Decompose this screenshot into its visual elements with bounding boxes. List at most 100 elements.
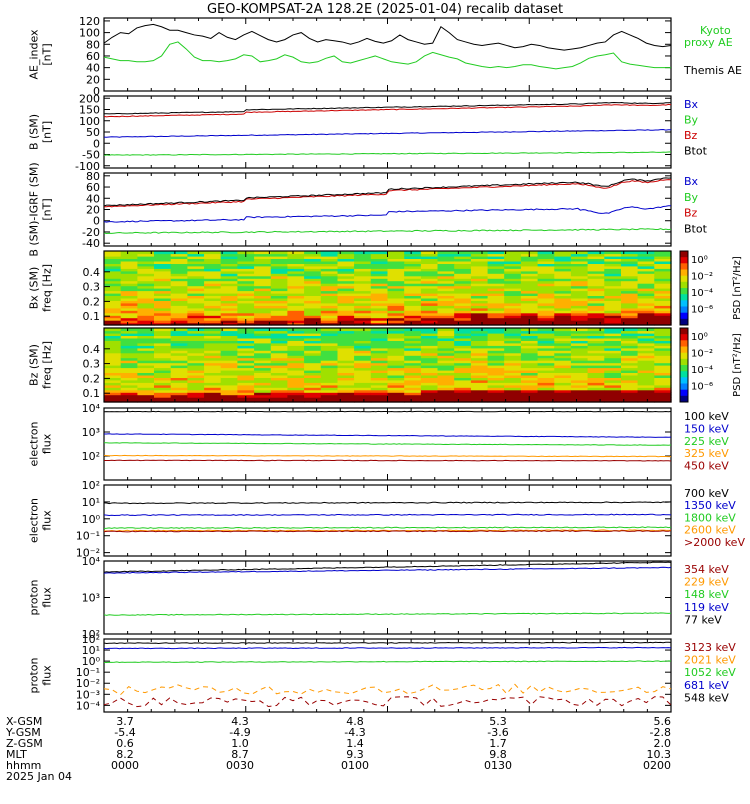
x-axis-tick-label: 0130 xyxy=(484,759,512,772)
colorbar-band xyxy=(680,396,688,403)
x-axis-tick-label: 0030 xyxy=(226,759,254,772)
series-line xyxy=(104,24,671,50)
legend-entry: 119 keV xyxy=(684,601,729,614)
legend-entry: 325 keV xyxy=(684,447,729,460)
legend-entry: 1052 keV xyxy=(684,666,736,679)
y-axis-label: proton xyxy=(28,579,41,615)
colorbar-band xyxy=(680,307,688,314)
colorbar-band xyxy=(680,300,688,307)
legend-entry: 1800 keV xyxy=(684,511,736,524)
colorbar-band xyxy=(680,263,688,270)
legend-entry: 548 keV xyxy=(684,691,729,704)
legend-entry: 148 keV xyxy=(684,588,729,601)
y-axis-label: freq [Hz] xyxy=(41,264,54,312)
colorbar-band xyxy=(680,276,688,283)
y-tick-label: 0.3 xyxy=(83,358,101,371)
colorbar-band xyxy=(680,288,688,295)
panel-frame xyxy=(104,18,671,91)
colorbar-band xyxy=(680,334,688,341)
legend-entry: Btot xyxy=(684,145,708,158)
series-line xyxy=(104,104,671,117)
y-tick-label: 10⁰ xyxy=(82,513,101,526)
y-axis-label: B (SM)-IGRF (SM) xyxy=(28,162,41,256)
series-line xyxy=(104,455,671,456)
colorbar-band xyxy=(680,377,688,384)
legend-entry: Btot xyxy=(684,222,708,235)
legend-entry: By xyxy=(684,191,699,204)
legend-entry: 681 keV xyxy=(684,679,729,692)
series-line xyxy=(104,152,671,156)
series-line xyxy=(104,514,671,515)
legend-entry: 77 keV xyxy=(684,613,722,626)
y-tick-label: -50 xyxy=(82,149,100,162)
y-tick-label: 20 xyxy=(86,204,100,217)
y-tick-label: 0.4 xyxy=(83,343,101,356)
colorbar-band xyxy=(680,313,688,320)
colorbar-tick-label: 10⁰ xyxy=(691,332,708,343)
y-tick-label: 0 xyxy=(93,215,100,228)
colorbar-label: PSD [nT²/Hz] xyxy=(732,256,743,320)
legend-entry: 100 keV xyxy=(684,410,729,423)
colorbar-band xyxy=(680,294,688,301)
y-tick-label: 10⁻² xyxy=(76,677,100,690)
y-axis-label: flux xyxy=(41,665,54,686)
series-line xyxy=(104,229,671,234)
y-tick-label: 10⁰ xyxy=(82,655,101,668)
y-tick-label: 10³ xyxy=(82,426,100,439)
y-tick-label: 0.1 xyxy=(83,310,101,323)
y-tick-label: 40 xyxy=(86,192,100,205)
series-line xyxy=(104,527,671,529)
legend-entry: 354 keV xyxy=(684,563,729,576)
colorbar-band xyxy=(680,251,688,258)
y-tick-label: 0.1 xyxy=(83,387,101,400)
y-tick-label: 0.4 xyxy=(83,266,101,279)
y-axis-label: B (SM) xyxy=(28,114,41,150)
x-axis-tick-label: 0100 xyxy=(341,759,369,772)
colorbar-tick-label: 10⁻⁴ xyxy=(691,288,713,299)
series-line xyxy=(104,443,671,446)
y-axis-label: electron xyxy=(28,498,41,543)
y-axis-label: flux xyxy=(41,433,54,454)
colorbar-band xyxy=(680,365,688,372)
colorbar-tick-label: 10⁻⁴ xyxy=(691,365,713,376)
y-axis-label: AE_index xyxy=(28,29,41,80)
series-line xyxy=(104,647,671,648)
y-axis-label: [nT] xyxy=(41,43,54,65)
y-tick-label: 200 xyxy=(79,92,100,105)
y-axis-label: Bx (SM) xyxy=(28,267,41,310)
series-line xyxy=(104,206,671,222)
y-tick-label: 150 xyxy=(79,104,100,117)
y-axis-label: proton xyxy=(28,657,41,693)
y-tick-label: 0.2 xyxy=(83,372,101,385)
series-line xyxy=(104,661,671,663)
y-tick-label: 10⁴ xyxy=(82,402,101,415)
series-line xyxy=(104,502,671,504)
y-tick-label: 100 xyxy=(79,27,100,40)
colorbar-band xyxy=(680,282,688,289)
panel-frame xyxy=(104,485,671,556)
colorbar-band xyxy=(680,359,688,366)
y-tick-label: 10⁻³ xyxy=(76,688,100,701)
legend-entry: 2600 keV xyxy=(684,524,736,537)
y-axis-label: flux xyxy=(41,587,54,608)
series-line xyxy=(104,684,671,694)
series-line xyxy=(104,130,671,138)
legend-entry: Themis AE xyxy=(683,64,742,77)
y-tick-label: -40 xyxy=(82,237,100,250)
y-tick-label: 60 xyxy=(86,50,100,63)
colorbar-label: PSD [nT²/Hz] xyxy=(732,333,743,397)
y-axis-label: [nT] xyxy=(41,121,54,143)
colorbar-band xyxy=(680,371,688,378)
y-tick-label: 0 xyxy=(93,137,100,150)
y-tick-label: 10¹ xyxy=(82,496,100,509)
y-tick-label: 10⁻⁴ xyxy=(76,699,101,712)
colorbar-tick-label: 10⁻² xyxy=(691,349,713,360)
y-tick-label: 0.3 xyxy=(83,281,101,294)
colorbar-band xyxy=(680,340,688,347)
colorbar-band xyxy=(680,347,688,354)
y-axis-label: [nT] xyxy=(41,198,54,220)
colorbar-band xyxy=(680,257,688,264)
legend-entry: 1350 keV xyxy=(684,499,736,512)
y-tick-label: 40 xyxy=(86,62,100,75)
